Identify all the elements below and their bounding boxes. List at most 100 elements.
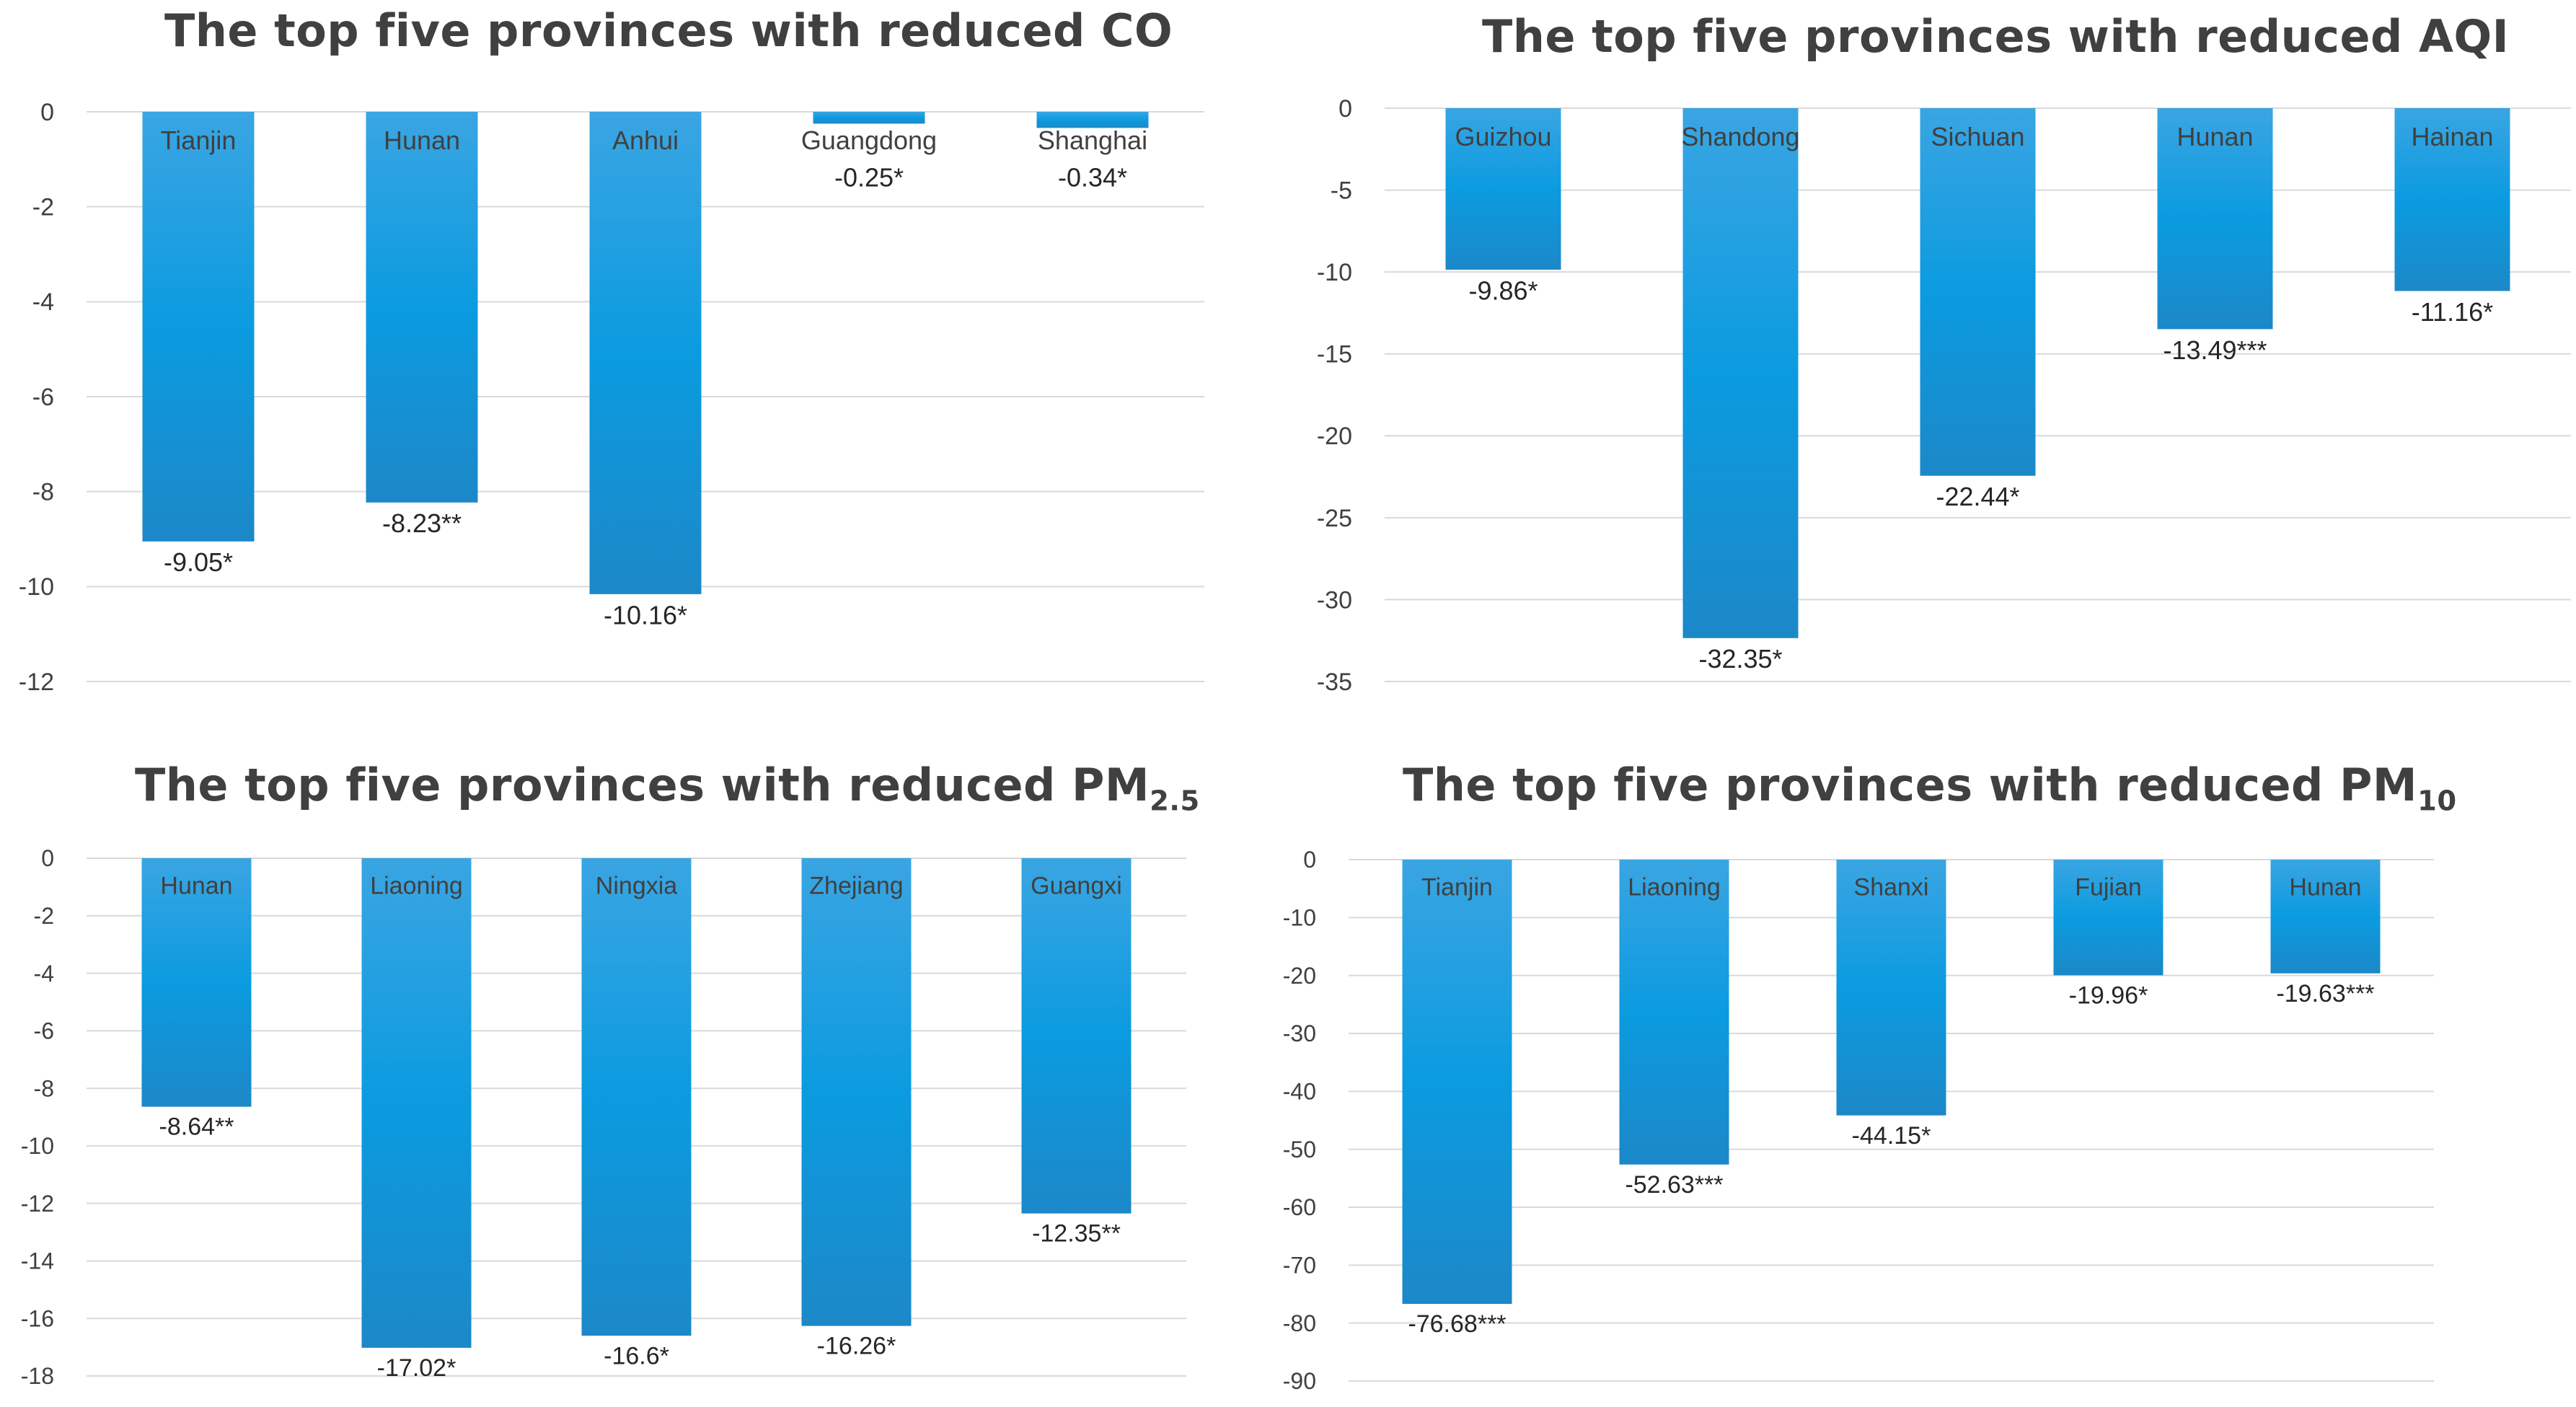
y-tick-label: -16 [21, 1305, 54, 1331]
chart-title-pm25: The top five provinces with reduced PM2.… [135, 759, 1200, 817]
bar-tianjin [1402, 860, 1512, 1304]
data-label: -11.16* [2412, 297, 2493, 327]
bar-liaoning [361, 858, 472, 1348]
bar-ningxia [581, 858, 692, 1336]
y-tick-label: -60 [1283, 1194, 1316, 1220]
category-label: Guizhou [1455, 122, 1551, 151]
chart-title-pm10-sub: 10 [2417, 785, 2457, 818]
bar-hunan [141, 858, 252, 1107]
data-label: -52.63*** [1625, 1171, 1723, 1199]
bar-liaoning [1619, 860, 1729, 1165]
bar-chart-pm25: 0 -2 -4 -6 -8 -10 -12 -14 -16 -18 Hunan -8.64** Liao… [21, 845, 1186, 1389]
category-label: Anhui [612, 125, 679, 155]
data-label: -17.02* [377, 1354, 456, 1382]
bar-shandong [1682, 108, 1799, 638]
category-label: Guangdong [801, 125, 937, 155]
y-tick-label: -2 [34, 903, 54, 929]
y-tick-label: -18 [21, 1363, 54, 1389]
category-label: Hunan [2289, 873, 2361, 901]
data-label: -0.25* [834, 163, 904, 193]
chart-title-aqi-text: The top five provinces with reduced AQI [1482, 10, 2510, 63]
y-tick-label: -2 [32, 194, 54, 221]
y-tick-label: -35 [1317, 669, 1352, 696]
bar-sichuan [1920, 108, 2036, 476]
y-tick-label: -70 [1283, 1253, 1316, 1279]
y-tick-label: -8 [32, 479, 54, 506]
category-label: Ningxia [596, 872, 677, 899]
bar-guizhou [1445, 108, 1561, 270]
bar-chart-aqi: 0 -5 -10 -15 -20 -25 -30 -35 Guizhou -9.86* Shando… [1317, 95, 2571, 696]
y-tick-label: -5 [1331, 177, 1352, 204]
y-tick-label: -20 [1283, 963, 1316, 989]
chart-title-co-text: The top five provinces with reduced CO [164, 4, 1173, 57]
data-label: -9.05* [164, 547, 233, 577]
y-tick-label: 0 [1303, 847, 1316, 873]
bar-anhui [589, 112, 702, 594]
data-label: -32.35* [1698, 644, 1782, 674]
bar-fujian [2053, 860, 2163, 976]
bar-shanxi [1836, 860, 1946, 1116]
category-label: Liaoning [370, 872, 463, 899]
y-tick-label: -6 [32, 384, 54, 411]
data-label: -22.44* [1936, 482, 2019, 511]
data-label: -44.15* [1852, 1122, 1931, 1150]
chart-title-pm10: The top five provinces with reduced PM10 [1403, 759, 2457, 817]
data-label: -19.63*** [2276, 980, 2374, 1007]
category-label: Hunan [160, 872, 232, 899]
bar-zhejiang [801, 858, 912, 1326]
data-label: -8.64** [159, 1113, 234, 1141]
category-label: Fujian [2075, 873, 2142, 901]
data-label: -16.6* [604, 1342, 669, 1369]
category-label: Hunan [2176, 122, 2253, 151]
chart-title-co: The top five provinces with reduced CO [164, 4, 1173, 63]
data-label: -19.96* [2069, 982, 2148, 1009]
y-tick-label: -15 [1317, 341, 1352, 369]
bar-chart-co: 0 -2 -4 -6 -8 -10 -12 Tianjin -9.05* Hunan -8.23**… [19, 99, 1204, 696]
category-label: Shandong [1681, 122, 1799, 151]
data-label: -10.16* [604, 600, 687, 630]
category-label: Shanghai [1038, 125, 1147, 155]
category-label: Hainan [2411, 122, 2493, 151]
chart-title-aqi: The top five provinces with reduced AQI [1482, 10, 2509, 69]
category-label: Hunan [384, 125, 460, 155]
y-tick-label: -12 [19, 669, 54, 696]
bar-guangdong [813, 112, 925, 124]
y-tick-label: -50 [1283, 1137, 1316, 1163]
y-tick-label: -12 [21, 1191, 54, 1217]
category-label: Shanxi [1854, 873, 1929, 901]
y-tick-label: -14 [21, 1248, 54, 1274]
y-tick-label: -40 [1283, 1079, 1316, 1105]
chart-title-pm10-text: The top five provinces with reduced PM [1403, 759, 2418, 811]
bar-guangxi [1021, 858, 1132, 1214]
bar-hunan [366, 112, 478, 503]
data-label: -12.35** [1032, 1220, 1121, 1248]
data-label: -13.49*** [2163, 335, 2267, 365]
data-label: -9.86* [1468, 275, 1538, 305]
data-label: -16.26* [817, 1333, 896, 1360]
y-tick-label: -4 [32, 288, 54, 316]
y-tick-label: -90 [1283, 1368, 1316, 1394]
y-tick-label: -20 [1317, 423, 1352, 450]
y-tick-label: -25 [1317, 505, 1352, 532]
data-label: -76.68*** [1408, 1310, 1506, 1338]
category-label: Liaoning [1628, 873, 1721, 901]
y-tick-label: -10 [1317, 259, 1352, 286]
y-tick-label: -30 [1317, 586, 1352, 614]
bar-hainan [2394, 108, 2510, 291]
data-label: -0.34* [1058, 163, 1127, 193]
y-tick-label: 0 [1338, 95, 1352, 123]
category-label: Tianjin [161, 125, 237, 155]
bar-tianjin [142, 112, 255, 542]
bar-hunan [2157, 108, 2273, 330]
bar-hunan [2270, 860, 2381, 974]
chart-title-pm25-text: The top five provinces with reduced PM [135, 759, 1150, 811]
y-tick-label: 0 [41, 845, 54, 871]
y-tick-label: -30 [1283, 1020, 1316, 1046]
category-label: Tianjin [1421, 873, 1493, 901]
bar-chart-pm10: 0 -10 -20 -30 -40 -50 -60 -70 -80 -90 Tianjin -76.6… [1283, 847, 2434, 1394]
chart-title-pm25-sub: 2.5 [1150, 785, 1200, 818]
y-tick-label: -4 [34, 961, 54, 987]
category-label: Sichuan [1931, 122, 2024, 151]
y-tick-label: -8 [34, 1075, 54, 1101]
category-label: Zhejiang [809, 872, 903, 899]
